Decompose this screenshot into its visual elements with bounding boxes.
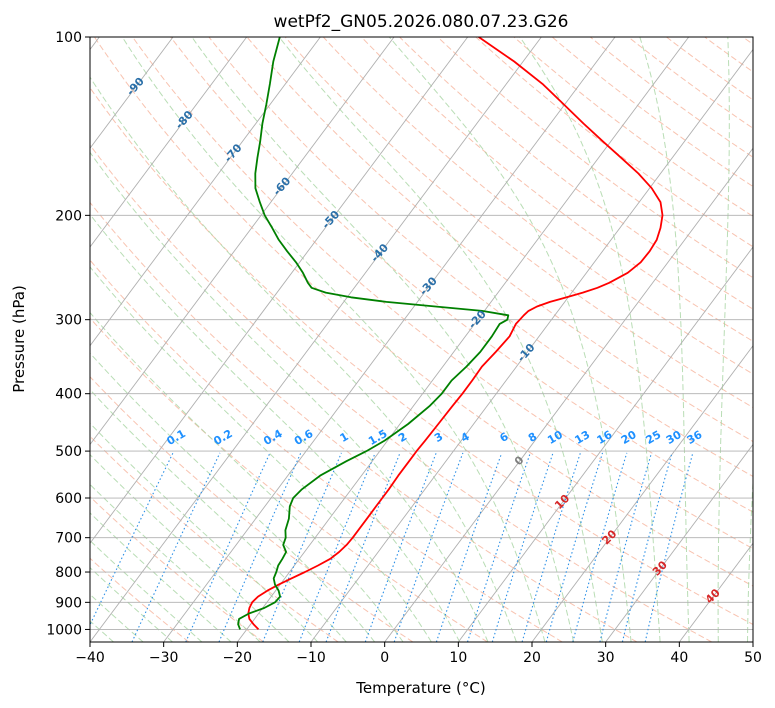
isotherm-line bbox=[457, 246, 753, 642]
moist-adiabat-line bbox=[519, 37, 661, 642]
moist-adiabat-line bbox=[90, 352, 376, 642]
y-tick-label: 700 bbox=[55, 531, 82, 547]
moist-adiabat-line bbox=[388, 37, 632, 642]
dry-adiabat-line bbox=[132, 37, 753, 550]
moist-adiabat-line bbox=[278, 37, 603, 642]
moist-adiabat-line bbox=[90, 422, 319, 642]
isotherm-line bbox=[236, 37, 690, 642]
x-tick-label: −10 bbox=[296, 650, 326, 666]
dry-adiabat-line bbox=[246, 37, 753, 443]
dry-adiabat-line bbox=[90, 144, 712, 642]
moist-adiabat-line bbox=[90, 213, 461, 642]
dry-adiabat-line bbox=[284, 37, 753, 409]
moist-adiabat-line bbox=[90, 483, 261, 642]
dry-adiabat-line bbox=[208, 37, 753, 478]
y-tick-label: 400 bbox=[55, 387, 82, 403]
isotherm-line bbox=[90, 37, 395, 446]
mixing-ratio-line bbox=[644, 452, 694, 642]
dry-adiabat-line bbox=[93, 37, 753, 587]
dry-adiabat-line bbox=[90, 376, 414, 642]
x-tick-label: −20 bbox=[223, 650, 253, 666]
mixing-ratio-line bbox=[185, 452, 271, 642]
moist-adiabat-line bbox=[90, 453, 290, 642]
x-tick-label: −40 bbox=[75, 650, 105, 666]
dry-adiabat-line bbox=[361, 37, 753, 342]
mixing-ratio-line bbox=[491, 452, 554, 642]
x-tick-label: 40 bbox=[670, 650, 688, 666]
mixing-ratio-line bbox=[364, 452, 437, 642]
y-tick-label: 200 bbox=[55, 208, 82, 224]
mixing-ratio-line bbox=[621, 452, 673, 642]
isotherm-line bbox=[605, 443, 753, 642]
moist-adiabat-line bbox=[717, 37, 730, 642]
x-tick-label: 20 bbox=[523, 650, 541, 666]
mixing-ratio-line bbox=[325, 452, 401, 642]
moist-adiabat-line bbox=[90, 266, 432, 642]
dry-adiabat-line bbox=[513, 37, 753, 218]
moist-adiabat-line bbox=[90, 311, 404, 642]
moist-adiabat-line bbox=[639, 37, 690, 642]
isotherm-line bbox=[90, 37, 248, 248]
y-tick-label: 900 bbox=[55, 595, 82, 611]
y-tick-label: 800 bbox=[55, 565, 82, 581]
dewpoint-trace bbox=[237, 37, 510, 630]
background-lines bbox=[90, 37, 753, 642]
dry-adiabat-line bbox=[90, 201, 638, 642]
mixing-ratio-line bbox=[545, 452, 604, 642]
moist-adiabat-line bbox=[90, 76, 517, 642]
moist-adiabat-line bbox=[747, 473, 753, 642]
dry-adiabat-line bbox=[90, 435, 339, 642]
dry-adiabat-line bbox=[170, 37, 753, 513]
y-tick-label: 100 bbox=[55, 30, 82, 46]
x-tick-label: 50 bbox=[744, 650, 762, 666]
temperature-trace bbox=[247, 37, 664, 631]
axes-frame bbox=[89, 36, 754, 643]
x-tick-label: 0 bbox=[380, 650, 389, 666]
y-axis-ticks: 1000 900 800 700 600 500 400 300 200 100 bbox=[46, 30, 90, 638]
isotherm-line bbox=[90, 37, 542, 642]
mixing-ratio-line bbox=[131, 452, 221, 642]
y-tick-label: 300 bbox=[55, 313, 82, 329]
mixing-ratio-line bbox=[599, 452, 653, 642]
y-tick-label: 600 bbox=[55, 491, 82, 507]
sounding-traces bbox=[237, 37, 664, 631]
chart-title: wetPf2_GN05.2026.080.07.23.G26 bbox=[274, 12, 569, 32]
moist-adiabat-line bbox=[121, 37, 546, 642]
isotherm-line bbox=[90, 37, 174, 150]
dry-adiabat-line bbox=[322, 37, 753, 375]
mixing-ratio-line bbox=[90, 452, 174, 627]
isotherm-line bbox=[531, 345, 753, 642]
mixing-ratio-line bbox=[393, 452, 464, 642]
isotherm-line bbox=[90, 37, 321, 347]
mixing-ratio-line bbox=[521, 452, 581, 642]
isotherm-line bbox=[90, 37, 469, 545]
isotherm-line bbox=[384, 147, 753, 642]
x-tick-label: −30 bbox=[149, 650, 179, 666]
dry-adiabat-line bbox=[475, 37, 753, 248]
y-axis-label: Pressure (hPa) bbox=[10, 285, 28, 393]
isotherm-line bbox=[163, 37, 616, 642]
mixing-ratio-line bbox=[572, 452, 628, 642]
moist-adiabat-line bbox=[191, 37, 575, 642]
dry-adiabat-line bbox=[551, 37, 753, 188]
x-axis-ticks: −40 −30 −20 −10 0 10 20 30 40 50 bbox=[75, 642, 762, 666]
isotherm-line bbox=[310, 48, 753, 642]
plot-area bbox=[90, 37, 753, 642]
x-axis-label: Temperature (°C) bbox=[355, 679, 485, 697]
mixing-ratio-line bbox=[435, 452, 503, 642]
y-tick-label: 1000 bbox=[46, 622, 82, 638]
y-tick-label: 500 bbox=[55, 444, 82, 460]
dry-adiabat-line bbox=[90, 86, 753, 626]
x-tick-label: 30 bbox=[597, 650, 615, 666]
mixing-ratio-line bbox=[466, 452, 531, 642]
x-tick-label: 10 bbox=[449, 650, 467, 666]
